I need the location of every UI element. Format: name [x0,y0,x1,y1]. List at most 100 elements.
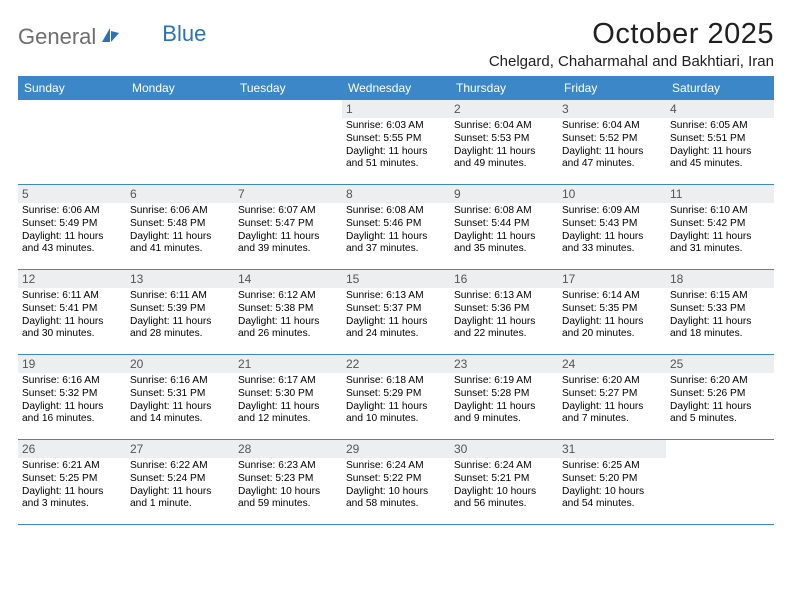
daylight2-text: and 12 minutes. [238,413,338,426]
sunset-text: Sunset: 5:30 PM [238,388,338,401]
day-cell: 19Sunrise: 6:16 AMSunset: 5:32 PMDayligh… [18,355,126,439]
daylight2-text: and 31 minutes. [670,243,770,256]
day-number: 13 [126,270,234,288]
day-number: 6 [126,185,234,203]
day-cell: 4Sunrise: 6:05 AMSunset: 5:51 PMDaylight… [666,100,774,184]
sunrise-text: Sunrise: 6:06 AM [130,205,230,218]
day-cell: 26Sunrise: 6:21 AMSunset: 5:25 PMDayligh… [18,440,126,524]
daylight1-text: Daylight: 11 hours [670,316,770,329]
header: General Blue October 2025 Chelgard, Chah… [18,18,774,70]
day-cell: 10Sunrise: 6:09 AMSunset: 5:43 PMDayligh… [558,185,666,269]
daylight1-text: Daylight: 11 hours [670,146,770,159]
daylight1-text: Daylight: 11 hours [22,486,122,499]
daylight1-text: Daylight: 11 hours [22,401,122,414]
day-number: 16 [450,270,558,288]
daylight2-text: and 10 minutes. [346,413,446,426]
daylight1-text: Daylight: 11 hours [454,231,554,244]
day-cell: 24Sunrise: 6:20 AMSunset: 5:27 PMDayligh… [558,355,666,439]
daylight2-text: and 22 minutes. [454,328,554,341]
sunset-text: Sunset: 5:27 PM [562,388,662,401]
day-cell: 20Sunrise: 6:16 AMSunset: 5:31 PMDayligh… [126,355,234,439]
day-header-wednesday: Wednesday [342,76,450,100]
sunset-text: Sunset: 5:43 PM [562,218,662,231]
daylight1-text: Daylight: 10 hours [454,486,554,499]
daylight1-text: Daylight: 11 hours [130,486,230,499]
day-cell: 12Sunrise: 6:11 AMSunset: 5:41 PMDayligh… [18,270,126,354]
empty-cell [18,100,126,184]
day-cell: 7Sunrise: 6:07 AMSunset: 5:47 PMDaylight… [234,185,342,269]
day-cell: 23Sunrise: 6:19 AMSunset: 5:28 PMDayligh… [450,355,558,439]
daylight2-text: and 39 minutes. [238,243,338,256]
sunset-text: Sunset: 5:35 PM [562,303,662,316]
sunrise-text: Sunrise: 6:20 AM [562,375,662,388]
week-row: 12Sunrise: 6:11 AMSunset: 5:41 PMDayligh… [18,270,774,355]
sunrise-text: Sunrise: 6:19 AM [454,375,554,388]
daylight1-text: Daylight: 10 hours [238,486,338,499]
sunrise-text: Sunrise: 6:12 AM [238,290,338,303]
day-cell: 22Sunrise: 6:18 AMSunset: 5:29 PMDayligh… [342,355,450,439]
day-header-saturday: Saturday [666,76,774,100]
sunset-text: Sunset: 5:44 PM [454,218,554,231]
week-row: 1Sunrise: 6:03 AMSunset: 5:55 PMDaylight… [18,100,774,185]
daylight2-text: and 7 minutes. [562,413,662,426]
daylight1-text: Daylight: 11 hours [454,146,554,159]
empty-cell [234,100,342,184]
daylight2-text: and 47 minutes. [562,158,662,171]
day-header-thursday: Thursday [450,76,558,100]
daylight1-text: Daylight: 11 hours [22,231,122,244]
sunset-text: Sunset: 5:47 PM [238,218,338,231]
sunset-text: Sunset: 5:49 PM [22,218,122,231]
daylight1-text: Daylight: 10 hours [562,486,662,499]
day-header-row: SundayMondayTuesdayWednesdayThursdayFrid… [18,76,774,100]
sunset-text: Sunset: 5:21 PM [454,473,554,486]
day-number: 27 [126,440,234,458]
daylight2-text: and 37 minutes. [346,243,446,256]
day-header-monday: Monday [126,76,234,100]
calendar: SundayMondayTuesdayWednesdayThursdayFrid… [18,76,774,525]
week-row: 26Sunrise: 6:21 AMSunset: 5:25 PMDayligh… [18,440,774,525]
daylight2-text: and 33 minutes. [562,243,662,256]
daylight2-text: and 5 minutes. [670,413,770,426]
daylight2-text: and 3 minutes. [22,498,122,511]
day-number: 2 [450,100,558,118]
daylight1-text: Daylight: 11 hours [562,401,662,414]
logo-sail-icon [100,26,120,49]
day-cell: 17Sunrise: 6:14 AMSunset: 5:35 PMDayligh… [558,270,666,354]
daylight1-text: Daylight: 11 hours [562,146,662,159]
daylight2-text: and 26 minutes. [238,328,338,341]
day-number [18,100,126,118]
sunset-text: Sunset: 5:33 PM [670,303,770,316]
day-number [234,100,342,118]
sunset-text: Sunset: 5:36 PM [454,303,554,316]
daylight2-text: and 16 minutes. [22,413,122,426]
day-number: 3 [558,100,666,118]
daylight1-text: Daylight: 10 hours [346,486,446,499]
empty-cell [666,440,774,524]
sunrise-text: Sunrise: 6:22 AM [130,460,230,473]
daylight1-text: Daylight: 11 hours [454,316,554,329]
day-cell: 2Sunrise: 6:04 AMSunset: 5:53 PMDaylight… [450,100,558,184]
day-cell: 18Sunrise: 6:15 AMSunset: 5:33 PMDayligh… [666,270,774,354]
sunset-text: Sunset: 5:26 PM [670,388,770,401]
daylight2-text: and 43 minutes. [22,243,122,256]
daylight2-text: and 20 minutes. [562,328,662,341]
sunrise-text: Sunrise: 6:17 AM [238,375,338,388]
daylight2-text: and 1 minute. [130,498,230,511]
day-number: 18 [666,270,774,288]
sunrise-text: Sunrise: 6:13 AM [454,290,554,303]
title-block: October 2025 Chelgard, Chaharmahal and B… [489,18,774,70]
week-row: 19Sunrise: 6:16 AMSunset: 5:32 PMDayligh… [18,355,774,440]
day-cell: 31Sunrise: 6:25 AMSunset: 5:20 PMDayligh… [558,440,666,524]
sunset-text: Sunset: 5:20 PM [562,473,662,486]
day-number: 19 [18,355,126,373]
daylight1-text: Daylight: 11 hours [346,146,446,159]
daylight1-text: Daylight: 11 hours [238,316,338,329]
sunrise-text: Sunrise: 6:24 AM [454,460,554,473]
daylight2-text: and 14 minutes. [130,413,230,426]
day-header-friday: Friday [558,76,666,100]
daylight2-text: and 58 minutes. [346,498,446,511]
daylight1-text: Daylight: 11 hours [346,401,446,414]
daylight1-text: Daylight: 11 hours [238,401,338,414]
sunset-text: Sunset: 5:53 PM [454,133,554,146]
day-number: 14 [234,270,342,288]
